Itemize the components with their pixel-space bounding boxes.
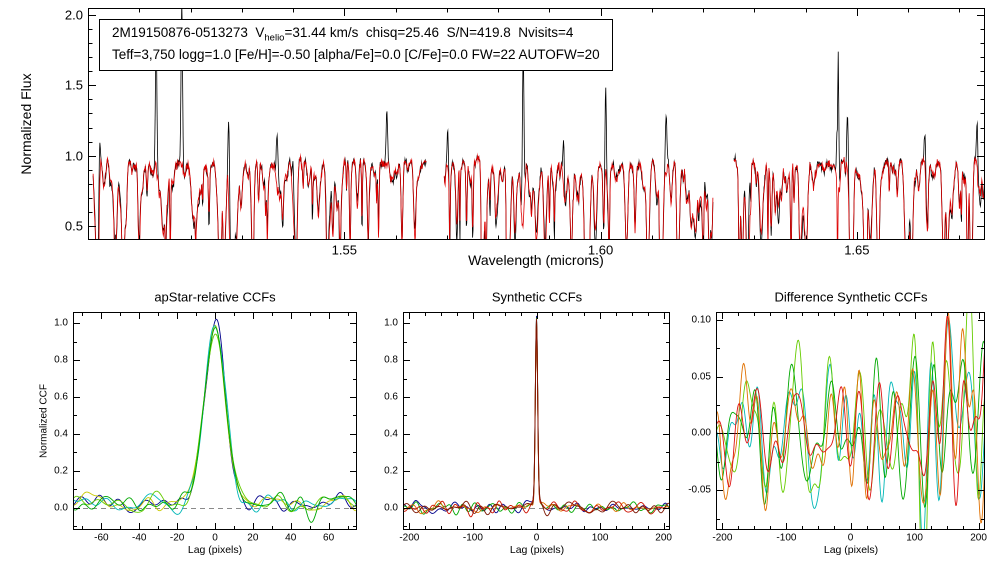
spectrum-info-line-2: Teff=3,750 logg=1.0 [Fe/H]=-0.50 [alpha/… — [112, 47, 600, 63]
spectrum-info-box: 2M19150876-0513273 Vhelio=31.44 km/s chi… — [99, 19, 613, 72]
x-tick-label: 1.55 — [331, 242, 357, 258]
y-tick-label: 0.2 — [54, 465, 68, 477]
ccf-synthetic-canvas — [403, 312, 670, 530]
y-tick-label: 0.2 — [384, 465, 398, 477]
x-tick-label: 40 — [285, 532, 297, 544]
y-tick-label: 1.5 — [64, 77, 83, 93]
y-tick-label: 0.10 — [691, 314, 711, 326]
x-tick-label: -40 — [132, 532, 147, 544]
x-tick-label: 1.65 — [844, 242, 870, 258]
x-tick-label: 100 — [591, 532, 609, 544]
ccf-diff-title: Difference Synthetic CCFs — [774, 289, 928, 305]
vhelio-subscript: helio — [264, 32, 285, 44]
x-tick-label: -20 — [169, 532, 185, 544]
x-tick-label: -100 — [462, 532, 483, 544]
y-tick-label: 0.6 — [54, 391, 68, 403]
y-tick-label: 0.6 — [384, 391, 398, 403]
vhelio-chisq-sn-nvisits-values: =31.44 km/s chisq=25.46 S/N=419.8 Nvisit… — [284, 25, 574, 40]
y-tick-label: 2.0 — [64, 7, 83, 23]
ccf-apstar-title: apStar-relative CCFs — [154, 289, 276, 305]
y-tick-label: 0.00 — [691, 427, 711, 439]
y-tick-label: 1.0 — [64, 148, 83, 164]
x-tick-label: -200 — [712, 532, 733, 544]
y-tick-label: 0.0 — [384, 502, 398, 514]
y-tick-label: 0.5 — [64, 218, 83, 234]
spectrum-info-line-1: 2M19150876-0513273 Vhelio=31.44 km/s chi… — [112, 23, 600, 45]
ccf-diff-canvas — [716, 312, 985, 530]
y-tick-label: 0.05 — [691, 371, 711, 383]
y-tick-label: 0.8 — [384, 354, 398, 366]
x-tick-label: -100 — [776, 532, 797, 544]
y-tick-label: 1.0 — [384, 317, 398, 329]
ccf-synthetic-title: Synthetic CCFs — [491, 289, 583, 305]
x-tick-label: 0 — [212, 532, 218, 544]
x-tick-label: 0 — [533, 532, 540, 544]
ccf-synthetic-xlabel: Lag (pixels) — [509, 544, 565, 556]
spectrum-ylabel: Normalized Flux — [18, 73, 34, 175]
y-tick-label: 0.4 — [384, 428, 398, 440]
star-id-and-vhelio-label: 2M19150876-0513273 V — [112, 25, 265, 40]
x-tick-label: 100 — [906, 532, 923, 544]
x-tick-label: 1.60 — [587, 242, 614, 258]
x-tick-label: 0 — [847, 532, 854, 544]
y-tick-label: 1.0 — [54, 317, 68, 329]
spectrum-xlabel: Wavelength (microns) — [468, 252, 604, 268]
y-tick-label: -0.05 — [688, 484, 711, 496]
ccf-apstar-ylabel: Normalized CCF — [38, 384, 50, 458]
x-tick-label: 200 — [970, 532, 987, 544]
y-tick-label: 0.4 — [54, 428, 68, 440]
x-tick-label: 20 — [247, 532, 259, 544]
x-tick-label: 200 — [655, 532, 672, 544]
ccf-apstar-canvas — [73, 312, 357, 530]
x-tick-label: -200 — [399, 532, 420, 544]
ccf-apstar-xlabel: Lag (pixels) — [187, 544, 243, 556]
ccf-diff-xlabel: Lag (pixels) — [823, 544, 879, 556]
y-tick-label: 0.8 — [54, 354, 68, 366]
y-tick-label: 0.0 — [54, 502, 68, 514]
x-tick-label: 60 — [323, 532, 335, 544]
x-tick-label: -60 — [94, 532, 109, 544]
